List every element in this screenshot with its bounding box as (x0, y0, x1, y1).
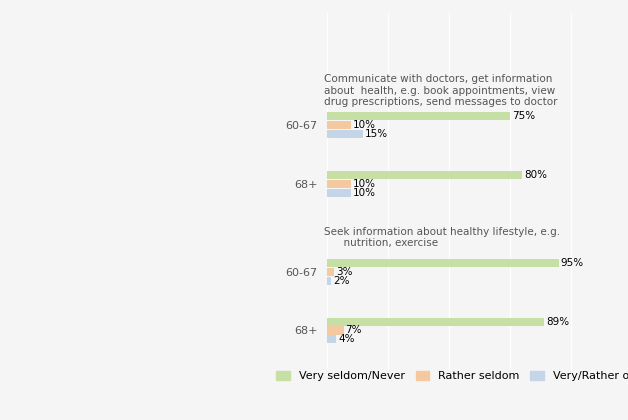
Text: 10%: 10% (353, 188, 376, 197)
Text: 80%: 80% (524, 170, 547, 180)
Text: 10%: 10% (353, 179, 376, 189)
Bar (327, 189, 351, 197)
Text: 89%: 89% (546, 317, 569, 327)
Bar (327, 130, 363, 138)
Text: Communicate with doctors, get information
about  health, e.g. book appointments,: Communicate with doctors, get informatio… (324, 74, 558, 108)
Bar (327, 276, 332, 285)
Bar (327, 180, 351, 188)
Bar (327, 335, 337, 343)
Text: 4%: 4% (338, 334, 355, 344)
Bar (327, 318, 544, 326)
Text: 3%: 3% (336, 267, 352, 277)
Text: 7%: 7% (345, 326, 362, 336)
Bar (327, 112, 510, 120)
Text: 75%: 75% (512, 111, 535, 121)
Legend: Very seldom/Never, Rather seldom, Very/Rather often: Very seldom/Never, Rather seldom, Very/R… (272, 366, 628, 386)
Text: 15%: 15% (365, 129, 388, 139)
Text: 95%: 95% (561, 258, 583, 268)
Bar (327, 326, 344, 334)
Text: Seek information about healthy lifestyle, e.g.
      nutrition, exercise: Seek information about healthy lifestyle… (324, 227, 560, 248)
Bar (327, 268, 334, 276)
Bar (327, 171, 522, 179)
Bar (327, 259, 558, 267)
Text: 10%: 10% (353, 120, 376, 130)
Bar (327, 121, 351, 129)
Text: 2%: 2% (333, 276, 350, 286)
